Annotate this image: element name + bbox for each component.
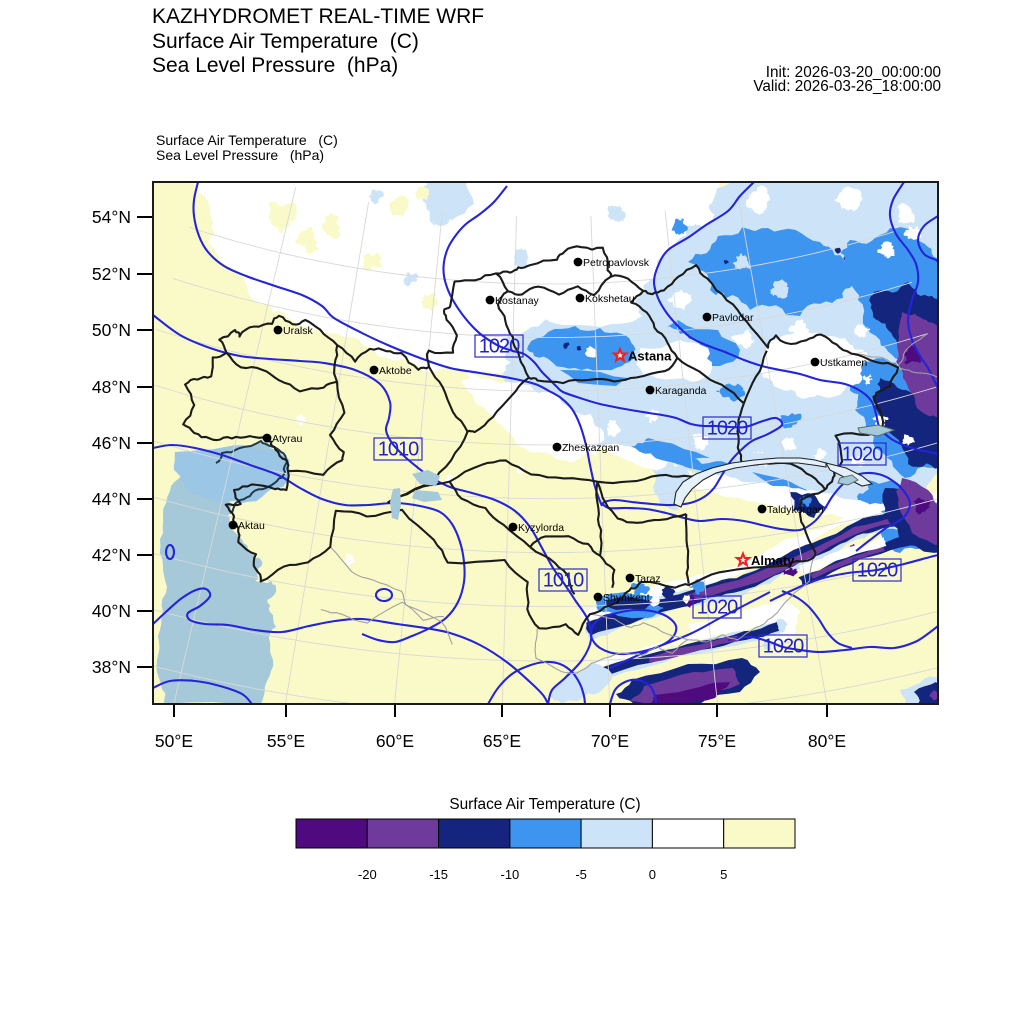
svg-text:Kyzylorda: Kyzylorda (518, 522, 564, 534)
svg-text:Zheskazgan: Zheskazgan (562, 442, 619, 454)
svg-text:48°N: 48°N (92, 377, 131, 397)
svg-text:Init: 2026-03-20_00:00:00: Init: 2026-03-20_00:00:00 (766, 64, 941, 81)
svg-text:50°N: 50°N (92, 320, 131, 340)
svg-text:54°N: 54°N (92, 207, 131, 227)
svg-text:Aktobe: Aktobe (379, 365, 412, 377)
svg-text:Pavlodar: Pavlodar (712, 312, 754, 324)
svg-text:Shymkent: Shymkent (603, 592, 650, 604)
svg-text:Atyrau: Atyrau (272, 433, 303, 445)
svg-text:40°N: 40°N (92, 601, 131, 621)
svg-text:-10: -10 (501, 867, 520, 882)
svg-text:Ustkamen: Ustkamen (820, 357, 867, 369)
svg-text:Taldykorgan: Taldykorgan (767, 504, 824, 516)
svg-text:Taraz: Taraz (635, 573, 661, 585)
svg-text:KAZHYDROMET REAL-TIME WRF: KAZHYDROMET REAL-TIME WRF (152, 5, 484, 28)
svg-text:Kokshetau: Kokshetau (585, 293, 635, 305)
svg-text:Karaganda: Karaganda (655, 385, 707, 397)
svg-text:Sea Level Pressure (hPa): Sea Level Pressure (hPa) (152, 54, 398, 77)
svg-text:Astana: Astana (628, 349, 672, 364)
svg-text:1020: 1020 (707, 418, 748, 440)
svg-text:52°N: 52°N (92, 264, 131, 284)
svg-text:44°N: 44°N (92, 489, 131, 509)
svg-text:60°E: 60°E (376, 731, 414, 751)
svg-text:1020: 1020 (857, 560, 898, 582)
svg-text:-15: -15 (429, 867, 448, 882)
svg-text:Surface Air Temperature (C): Surface Air Temperature (C) (152, 30, 419, 53)
svg-text:80°E: 80°E (808, 731, 846, 751)
svg-text:Kostanay: Kostanay (495, 295, 540, 307)
svg-text:55°E: 55°E (267, 731, 305, 751)
svg-text:1020: 1020 (697, 597, 738, 619)
svg-text:1010: 1010 (543, 570, 584, 592)
svg-text:Surface Air Temperature (C): Surface Air Temperature (C) (449, 796, 640, 813)
svg-text:46°N: 46°N (92, 433, 131, 453)
svg-text:Surface Air Temperature (C): Surface Air Temperature (C) (156, 132, 338, 148)
svg-text:50°E: 50°E (155, 731, 193, 751)
svg-text:-5: -5 (575, 867, 587, 882)
svg-text:70°E: 70°E (591, 731, 629, 751)
svg-text:Aktau: Aktau (238, 520, 265, 532)
svg-text:0: 0 (649, 867, 656, 882)
svg-text:-20: -20 (358, 867, 377, 882)
svg-text:1020: 1020 (763, 636, 804, 658)
svg-text:Valid: 2026-03-26_18:00:00: Valid: 2026-03-26_18:00:00 (753, 78, 941, 95)
svg-text:1010: 1010 (378, 439, 419, 461)
svg-text:Sea Level Pressure (hPa): Sea Level Pressure (hPa) (156, 147, 324, 163)
svg-text:1020: 1020 (842, 444, 883, 466)
svg-text:42°N: 42°N (92, 545, 131, 565)
svg-text:Almaty: Almaty (751, 553, 795, 568)
svg-text:65°E: 65°E (483, 731, 521, 751)
svg-text:Uralsk: Uralsk (283, 325, 314, 337)
svg-text:5: 5 (720, 867, 727, 882)
svg-text:75°E: 75°E (698, 731, 736, 751)
svg-text:Petropavlovsk: Petropavlovsk (583, 257, 650, 269)
svg-text:38°N: 38°N (92, 657, 131, 677)
svg-text:1020: 1020 (479, 336, 520, 358)
